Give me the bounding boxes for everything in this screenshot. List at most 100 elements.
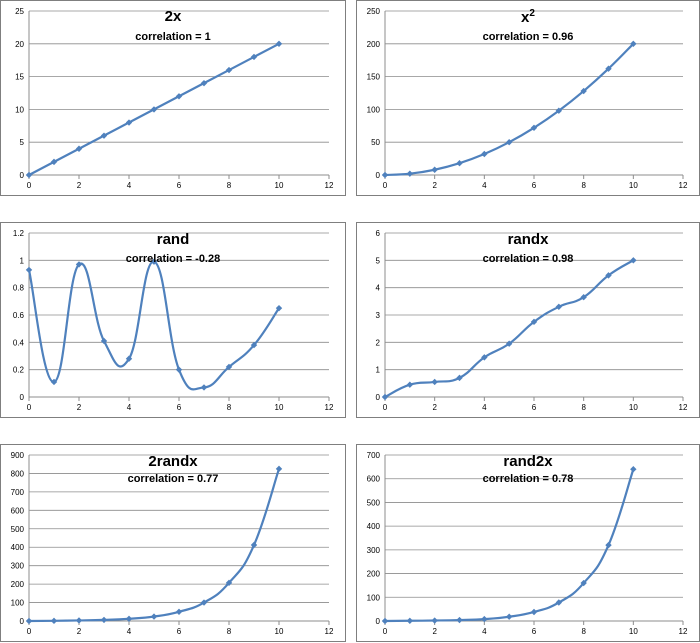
y-tick-label: 200 <box>367 40 381 49</box>
y-tick-label: 100 <box>367 105 381 114</box>
x-tick-label: 8 <box>581 627 586 636</box>
data-point-marker <box>50 378 58 386</box>
y-tick-label: 4 <box>376 284 381 293</box>
y-tick-label: 0.8 <box>13 284 25 293</box>
y-tick-label: 0 <box>376 393 381 402</box>
x-tick-label: 12 <box>679 403 688 412</box>
data-point-marker <box>605 541 612 549</box>
x-tick-label: 0 <box>383 627 388 636</box>
x-tick-label: 10 <box>629 403 638 412</box>
chart-svg-rand2x: 0 100 200 300 400 500 600 700 0 2 4 6 8 10 12 <box>367 451 688 636</box>
chart-title: 2randx <box>148 453 198 470</box>
x-tick-label: 0 <box>27 403 32 412</box>
x-tick-label: 10 <box>275 627 284 636</box>
y-tick-label: 300 <box>11 562 25 571</box>
data-point-marker <box>175 608 183 615</box>
x-tick-label: 4 <box>127 181 132 190</box>
x-tick-label: 8 <box>581 403 586 412</box>
data-point-marker <box>431 378 438 386</box>
chart-title-base: x <box>521 9 530 26</box>
chart-svg-rand: 0 0.2 0.4 0.6 0.8 1 1.2 0 2 4 6 8 10 12 <box>13 229 334 412</box>
y-tick-label: 0 <box>376 171 381 180</box>
y-tick-label: 20 <box>15 40 24 49</box>
x-tick-label: 6 <box>532 181 537 190</box>
chart-panel-randx: 0 1 2 3 4 5 6 0 2 4 6 8 10 12 randx correlation = 0.9… <box>356 222 700 418</box>
y-tick-label: 250 <box>367 7 381 16</box>
x-tick-label: 8 <box>581 181 586 190</box>
data-point-marker <box>25 617 33 625</box>
x-tick-label: 8 <box>227 627 232 636</box>
y-tick-label: 700 <box>367 451 381 460</box>
data-point-marker <box>25 266 33 274</box>
x-tick-label: 4 <box>127 403 132 412</box>
y-tick-label: 50 <box>371 138 380 147</box>
y-tick-label: 0 <box>20 617 25 626</box>
x-tick-label: 12 <box>325 181 334 190</box>
data-point-marker <box>100 337 108 345</box>
chart-panel-rand: 0 0.2 0.4 0.6 0.8 1 1.2 0 2 4 6 8 10 12 rand correlat… <box>0 222 346 418</box>
data-point-marker <box>75 261 83 268</box>
data-point-marker <box>275 465 283 473</box>
data-point-marker <box>225 363 233 371</box>
data-point-marker <box>100 132 108 139</box>
y-tick-label: 600 <box>367 475 381 484</box>
x-tick-label: 12 <box>325 627 334 636</box>
y-tick-label: 200 <box>367 570 381 579</box>
y-tick-label: 1.2 <box>13 229 25 238</box>
chart-subtitle: correlation = 0.98 <box>482 253 574 265</box>
x-tick-label: 2 <box>77 181 82 190</box>
data-point-marker <box>125 119 133 126</box>
y-tick-label: 100 <box>11 599 25 608</box>
data-point-marker <box>75 145 83 152</box>
data-point-marker <box>605 65 612 72</box>
y-tick-label: 15 <box>15 73 24 82</box>
data-point-marker <box>406 170 414 177</box>
y-tick-label: 400 <box>11 543 25 552</box>
data-point-marker <box>50 158 58 166</box>
data-point-marker <box>125 355 133 362</box>
data-point-marker <box>431 166 438 173</box>
y-tick-label: 700 <box>11 488 25 497</box>
data-point-marker <box>250 341 258 349</box>
chart-subtitle: correlation = -0.28 <box>125 253 221 265</box>
x-tick-label: 8 <box>227 181 232 190</box>
x-tick-label: 6 <box>177 181 182 190</box>
data-point-marker <box>225 66 233 74</box>
x-tick-label: 2 <box>77 627 82 636</box>
x-tick-label: 2 <box>432 181 437 190</box>
y-tick-label: 500 <box>11 525 25 534</box>
y-tick-label: 1 <box>20 256 25 265</box>
x-tick-label: 8 <box>227 403 232 412</box>
data-point-marker <box>381 171 389 179</box>
data-point-marker <box>25 171 33 179</box>
data-point-marker <box>275 304 283 312</box>
data-point-marker <box>150 613 158 620</box>
y-tick-label: 2 <box>376 338 381 347</box>
series-line <box>27 260 280 391</box>
chart-subtitle: correlation = 1 <box>135 31 211 43</box>
x-tick-label: 4 <box>127 627 132 636</box>
data-point-marker <box>456 159 463 167</box>
x-tick-label: 2 <box>432 627 437 636</box>
y-tick-label: 0 <box>376 617 381 626</box>
data-point-marker <box>481 150 488 158</box>
x-tick-label: 4 <box>482 403 487 412</box>
y-tick-label: 25 <box>15 7 24 16</box>
x-tick-label: 6 <box>532 403 537 412</box>
data-point-marker <box>505 139 513 146</box>
data-point-marker <box>275 40 283 47</box>
x-tick-label: 4 <box>482 181 487 190</box>
y-tick-label: 10 <box>15 105 24 114</box>
data-point-marker <box>406 617 414 624</box>
data-point-marker <box>530 318 538 326</box>
data-point-marker <box>250 53 258 61</box>
y-tick-label: 6 <box>376 229 381 238</box>
chart-subtitle: correlation = 0.78 <box>482 473 574 485</box>
x-tick-label: 0 <box>383 403 388 412</box>
chart-panel-2randx: 0 100 200 300 400 500 600 700 800 900 0 2 4 6 8 10 12 2r… <box>0 444 346 642</box>
y-tick-label: 600 <box>11 506 25 515</box>
data-point-marker <box>381 393 389 401</box>
chart-panel-x-squared: 0 50 100 150 200 250 0 2 4 6 8 10 12 x2 correlation … <box>356 0 700 196</box>
y-tick-label: 800 <box>11 469 25 478</box>
x-tick-label: 10 <box>629 627 638 636</box>
